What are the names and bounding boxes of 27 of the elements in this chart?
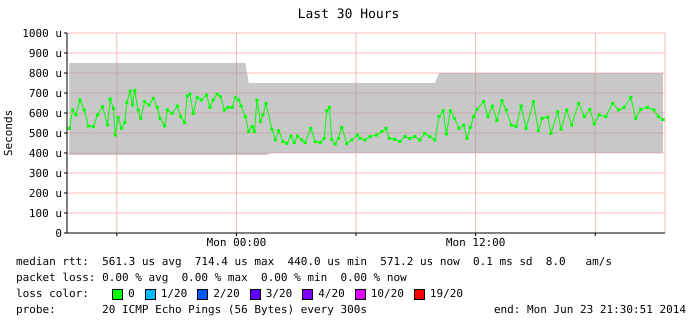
legend-label: 19/20 [430, 286, 463, 302]
y-tick-label: 100 u [28, 206, 62, 220]
text: median rtt: 561.3 us avg 714.4 us max 440.0 us min 571.2 us now 0.1 ms sd 8.0 am/s [16, 254, 614, 270]
legend-label: 0 [128, 286, 135, 302]
y-tick-label: 700 u [28, 86, 62, 100]
y-tick-label: 200 u [28, 186, 62, 200]
y-axis-title: Seconds [2, 110, 15, 156]
y-tick-label: 300 u [28, 166, 62, 180]
text: probe: 20 ICMP Echo Pings (56 Bytes) every 300s [16, 302, 367, 318]
legend-label: 4/20 [318, 286, 345, 302]
legend-label: 1/20 [160, 286, 188, 302]
legend-title: loss color: [16, 286, 90, 302]
x-tick-label: Mon 12:00 [446, 236, 506, 249]
y-tick-label: 1000 u [22, 26, 62, 40]
y-tick-label: 800 u [28, 66, 62, 80]
text: packet loss: 0.00 % avg 0.00 % max 0.00 % min 0.00 % now [16, 270, 408, 286]
y-tick-label: 0 [55, 226, 62, 240]
y-tick-label: 400 u [28, 146, 62, 160]
chart-title: Last 30 Hours [296, 7, 400, 22]
y-tick-label: 900 u [28, 46, 62, 60]
legend-label: 2/20 [213, 286, 240, 302]
x-tick-label: Mon 00:00 [206, 236, 266, 249]
y-tick-label: 500 u [28, 126, 62, 140]
legend-label: 10/20 [370, 286, 404, 302]
y-tick-label: 600 u [28, 106, 62, 120]
text: end: Mon Jun 23 21:30:51 2014 [494, 302, 686, 318]
legend-label: 3/20 [266, 286, 292, 302]
